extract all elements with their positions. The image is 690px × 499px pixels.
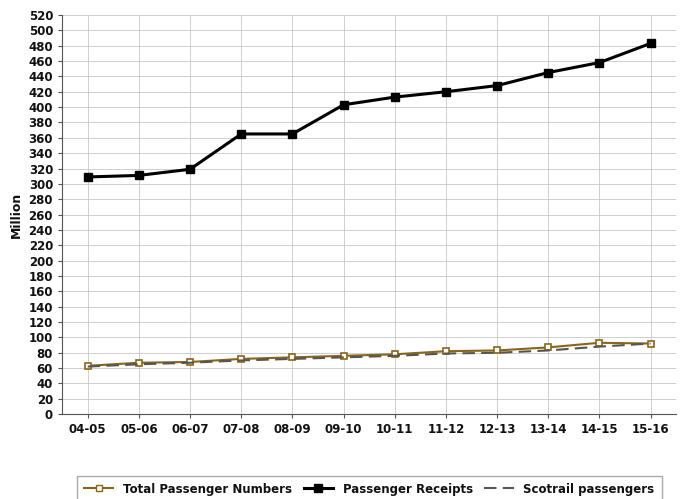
Y-axis label: Million: Million <box>10 192 23 238</box>
Legend: Total Passenger Numbers, Passenger Receipts, Scotrail passengers: Total Passenger Numbers, Passenger Recei… <box>77 476 662 499</box>
